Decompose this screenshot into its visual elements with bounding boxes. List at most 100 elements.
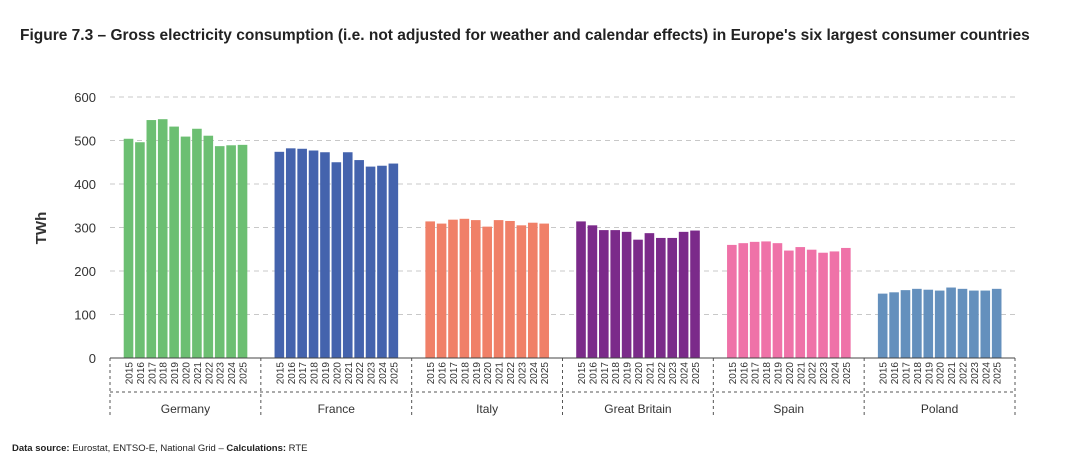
bar-germany-2017 xyxy=(146,120,157,359)
group-label: Italy xyxy=(476,402,498,416)
bar-great-britain-2023 xyxy=(667,237,678,358)
bar-france-2020 xyxy=(331,162,342,358)
chart-title: Figure 7.3 – Gross electricity consumpti… xyxy=(20,27,1030,44)
bar-great-britain-2019 xyxy=(621,231,632,358)
bar-germany-2021 xyxy=(192,128,202,358)
x-tick-label: 2023 xyxy=(216,362,227,385)
bar-spain-2016 xyxy=(738,243,749,358)
x-tick-label: 2021 xyxy=(947,362,958,385)
bar-poland-2016 xyxy=(889,292,899,358)
y-tick-label: 200 xyxy=(74,264,96,279)
x-tick-label: 2021 xyxy=(645,362,656,385)
bar-italy-2025 xyxy=(539,223,549,358)
bar-great-britain-2021 xyxy=(644,233,655,358)
x-tick-label: 2018 xyxy=(159,362,170,385)
y-tick-label: 100 xyxy=(74,308,96,323)
x-tick-label: 2019 xyxy=(924,362,935,385)
x-tick-label: 2015 xyxy=(728,362,739,385)
group-label: France xyxy=(318,402,356,416)
x-tick-label: 2023 xyxy=(517,362,528,385)
bar-great-britain-2017 xyxy=(599,230,609,358)
x-tick-label: 2024 xyxy=(680,362,691,385)
bar-spain-2023 xyxy=(818,252,828,358)
x-tick-label: 2020 xyxy=(634,362,645,385)
x-tick-label: 2024 xyxy=(830,362,841,385)
bar-italy-2022 xyxy=(505,220,515,358)
y-tick-label: 300 xyxy=(74,221,96,236)
x-tick-label: 2019 xyxy=(623,362,634,385)
x-tick-label: 2018 xyxy=(310,362,321,385)
x-tick-label: 2023 xyxy=(367,362,378,385)
x-tick-label: 2025 xyxy=(691,362,702,385)
bar-spain-2020 xyxy=(784,250,794,358)
y-tick-label: 0 xyxy=(89,351,96,366)
source-label: Data source: xyxy=(12,443,70,454)
x-tick-label: 2024 xyxy=(227,362,238,385)
group-label: Spain xyxy=(773,402,804,416)
bar-germany-2015 xyxy=(123,138,134,358)
x-tick-label: 2025 xyxy=(239,362,250,385)
bar-france-2019 xyxy=(320,152,330,358)
bar-poland-2024 xyxy=(980,290,991,358)
x-tick-label: 2020 xyxy=(785,362,796,385)
bar-italy-2018 xyxy=(459,218,470,358)
bar-italy-2020 xyxy=(482,226,492,358)
x-tick-label: 2023 xyxy=(819,362,830,385)
x-tick-label: 2017 xyxy=(147,362,158,385)
x-tick-label: 2019 xyxy=(773,362,784,385)
x-tick-label: 2021 xyxy=(796,362,807,385)
bar-poland-2018 xyxy=(912,288,922,358)
x-tick-label: 2025 xyxy=(540,362,551,385)
calc-text: RTE xyxy=(286,443,308,454)
x-tick-label: 2016 xyxy=(438,362,449,385)
bar-italy-2015 xyxy=(425,221,435,358)
x-tick-label: 2025 xyxy=(389,362,400,385)
bar-germany-2023 xyxy=(214,146,225,358)
x-tick-label: 2020 xyxy=(936,362,947,385)
x-tick-label: 2015 xyxy=(879,362,890,385)
y-tick-label: 600 xyxy=(74,90,96,105)
x-tick-label: 2024 xyxy=(981,362,992,385)
x-tick-label: 2017 xyxy=(449,362,460,385)
bar-poland-2022 xyxy=(957,288,968,358)
x-tick-label: 2016 xyxy=(890,362,901,385)
x-tick-label: 2017 xyxy=(298,362,309,385)
bar-italy-2019 xyxy=(470,220,481,358)
x-tick-label: 2022 xyxy=(506,362,517,385)
x-tick-label: 2022 xyxy=(355,362,366,385)
bar-poland-2020 xyxy=(934,290,945,358)
x-tick-label: 2025 xyxy=(842,362,853,385)
bar-poland-2015 xyxy=(877,293,888,358)
x-tick-label: 2015 xyxy=(275,362,286,385)
bar-great-britain-2022 xyxy=(656,237,666,358)
x-tick-label: 2018 xyxy=(762,362,773,385)
x-tick-label: 2015 xyxy=(426,362,437,385)
bar-great-britain-2020 xyxy=(633,239,643,358)
bar-great-britain-2025 xyxy=(690,230,700,358)
bar-france-2016 xyxy=(285,148,296,358)
y-tick-label: 400 xyxy=(74,177,96,192)
x-tick-label: 2018 xyxy=(913,362,924,385)
bar-italy-2021 xyxy=(493,220,504,358)
data-source: Data source: Eurostat, ENTSO-E, National… xyxy=(12,443,308,454)
bar-spain-2021 xyxy=(795,247,806,358)
source-text: Eurostat, ENTSO-E, National Grid – xyxy=(69,443,227,454)
x-tick-label: 2022 xyxy=(958,362,969,385)
bar-great-britain-2018 xyxy=(610,230,621,358)
bar-italy-2016 xyxy=(436,223,447,358)
bar-poland-2023 xyxy=(969,290,979,358)
x-tick-label: 2017 xyxy=(600,362,611,385)
x-tick-label: 2017 xyxy=(901,362,912,385)
x-tick-label: 2017 xyxy=(751,362,762,385)
bar-france-2021 xyxy=(342,152,353,358)
bar-germany-2022 xyxy=(203,135,214,358)
x-tick-label: 2021 xyxy=(344,362,355,385)
bar-great-britain-2015 xyxy=(576,221,586,358)
x-tick-label: 2020 xyxy=(483,362,494,385)
bar-france-2025 xyxy=(388,163,399,358)
x-tick-label: 2025 xyxy=(993,362,1004,385)
x-tick-label: 2019 xyxy=(170,362,181,385)
x-tick-label: 2022 xyxy=(204,362,215,385)
x-tick-label: 2016 xyxy=(287,362,298,385)
